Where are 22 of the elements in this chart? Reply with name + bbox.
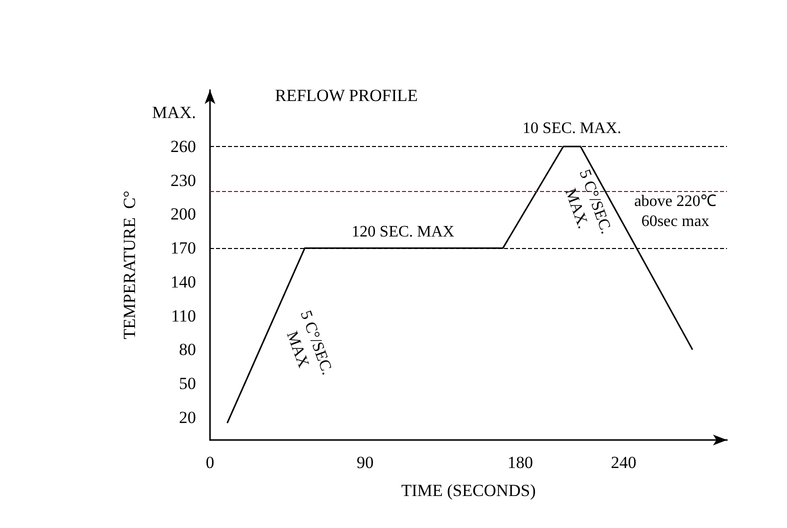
x-axis-title: TIME (SECONDS): [401, 481, 536, 500]
annotation: 5 C°/SEC. MAX.: [561, 167, 615, 236]
y-axis-title: TEMPERATURE C°: [120, 190, 139, 340]
chart-title: REFLOW PROFILE: [275, 86, 418, 105]
x-tick-label: 240: [610, 453, 636, 472]
y-tick-label: 50: [179, 374, 196, 394]
x-tick-label: 180: [507, 453, 533, 472]
x-tick-label: 90: [356, 453, 374, 472]
y-tick-label: 140: [170, 272, 196, 292]
y-tick-label: 170: [170, 238, 196, 258]
y-tick-label: 20: [179, 408, 196, 427]
annotation: 10 SEC. MAX.: [522, 120, 622, 137]
y-tick-label: 260: [170, 136, 196, 156]
y-tick-label: 110: [171, 306, 196, 326]
y-tick-label: 200: [170, 204, 196, 224]
x-tick-label: 0: [206, 453, 214, 472]
y-tick-label: 230: [170, 170, 196, 190]
y-tick-label: 80: [179, 340, 196, 360]
annotation: 5 C°/SEC. MAX: [283, 308, 336, 378]
annotation: 120 SEC. MAX: [352, 224, 455, 241]
y-tick-label: MAX.: [152, 103, 196, 122]
annotation: above 220℃ 60sec max: [634, 193, 716, 230]
